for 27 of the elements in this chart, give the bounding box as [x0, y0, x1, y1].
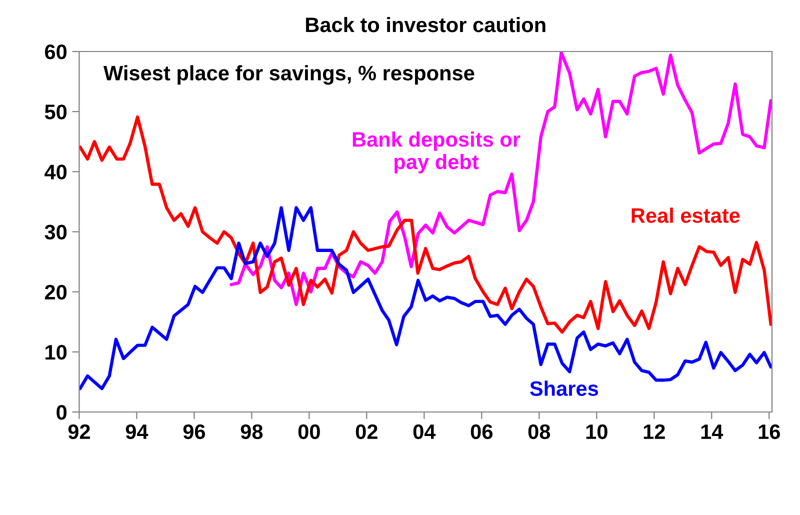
- chart-title: Back to investor caution: [306, 16, 546, 32]
- line-series: [79, 115, 772, 334]
- x-tick-label: 96: [183, 424, 206, 440]
- line-series: [230, 52, 772, 306]
- y-tick-label: 0: [56, 405, 67, 420]
- x-tick-label: 16: [758, 424, 780, 440]
- series-label: Shares: [530, 380, 598, 396]
- annotation: Wisest place for savings, % response: [103, 65, 474, 85]
- y-tick-label: 60: [44, 44, 67, 60]
- y-tick-label: 10: [46, 344, 67, 360]
- x-tick-label: 10: [586, 424, 608, 440]
- x-tick-label: 12: [644, 424, 665, 439]
- x-tick-label: 98: [240, 424, 263, 440]
- x-tick-label: 08: [528, 424, 550, 440]
- x-tick-label: 14: [701, 424, 724, 439]
- x-tick-label: 02: [356, 424, 378, 440]
- x-tick-label: 00: [298, 424, 320, 440]
- x-tick-label: 06: [470, 424, 492, 440]
- y-tick-label: 30: [44, 224, 67, 240]
- series-label: Real estate: [632, 208, 740, 223]
- x-tick-label: 04: [413, 424, 436, 440]
- y-tick-label: 40: [44, 164, 67, 180]
- y-tick-label: 50: [44, 104, 67, 120]
- x-tick-label: 94: [126, 424, 148, 440]
- series-label: Bank deposits or pay debt: [352, 132, 520, 174]
- x-tick-label: 92: [68, 424, 90, 440]
- y-tick-label: 20: [44, 284, 67, 300]
